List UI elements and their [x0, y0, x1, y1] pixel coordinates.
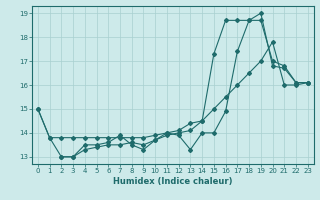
X-axis label: Humidex (Indice chaleur): Humidex (Indice chaleur)	[113, 177, 233, 186]
